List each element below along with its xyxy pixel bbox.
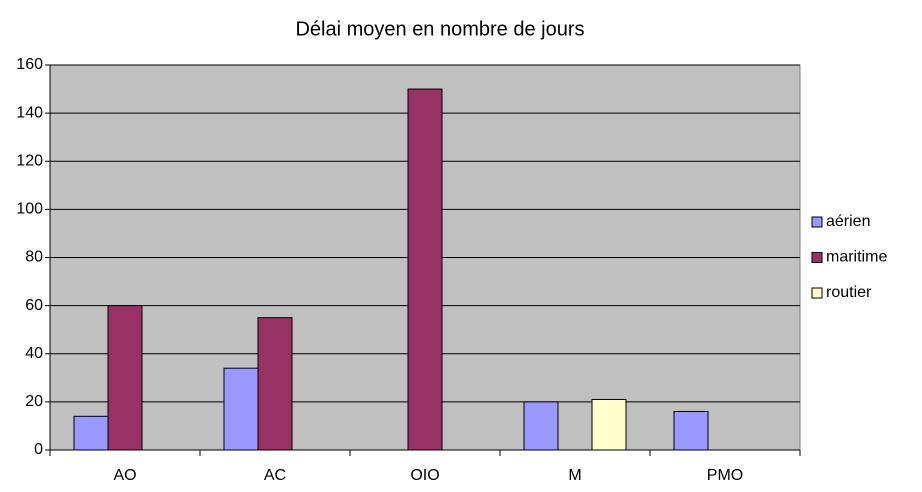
bar (257, 317, 293, 451)
bar (673, 411, 709, 451)
bar (73, 415, 109, 451)
y-tick-label: 60 (25, 297, 43, 314)
bar (107, 305, 143, 451)
x-tick-label: OIO (410, 467, 439, 484)
legend-swatch (811, 287, 823, 299)
y-tick-label: 0 (34, 441, 43, 458)
bar (407, 88, 443, 451)
legend-swatch (811, 216, 823, 228)
chart-title: Délai moyen en nombre de jours (295, 18, 584, 40)
bar (591, 398, 627, 451)
legend-swatch (811, 252, 823, 263)
x-tick-label: AC (264, 467, 286, 484)
y-tick-label: 40 (25, 345, 43, 362)
y-tick-label: 160 (16, 56, 43, 73)
y-tick-label: 140 (16, 104, 43, 121)
bar (523, 401, 559, 451)
y-tick-label: 100 (16, 201, 43, 218)
legend-label: maritime (826, 249, 887, 266)
legend-label: routier (826, 284, 872, 301)
y-tick-label: 80 (25, 249, 43, 266)
bar (223, 367, 259, 451)
x-tick-label: M (568, 467, 581, 484)
y-tick-label: 120 (16, 152, 43, 169)
y-tick-label: 20 (25, 393, 43, 410)
legend-label: aérien (826, 213, 870, 230)
x-tick-label: PMO (707, 467, 743, 484)
x-tick-label: AO (113, 467, 136, 484)
